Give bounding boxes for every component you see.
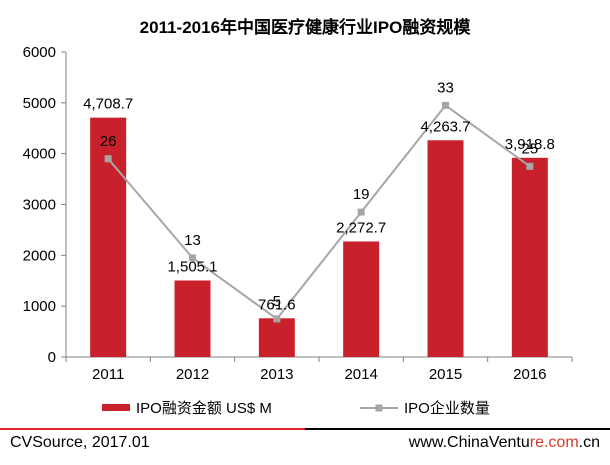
y-tick-label: 3000: [23, 197, 56, 214]
y-tick-label: 2000: [23, 247, 56, 264]
x-tick-label: 2016: [513, 366, 546, 383]
line-data-label: 33: [437, 79, 454, 96]
line-point: [526, 162, 534, 170]
y-tick-label: 6000: [23, 44, 56, 61]
line-data-label: 5: [273, 293, 281, 310]
line-point: [442, 101, 449, 109]
x-tick-label: 2012: [176, 366, 209, 383]
ipo-financing-chart: 2011-2016年中国医疗健康行业IPO融资规模 0 1000 2000 3000 4…: [23, 17, 573, 417]
bar-data-label: 3,918.8: [505, 136, 555, 153]
watermark: re.com: [529, 434, 579, 451]
y-tick-label: 5000: [23, 95, 56, 112]
x-tick-label: 2014: [344, 366, 377, 383]
legend-swatch-marker: [375, 404, 383, 412]
line-data-label: 26: [100, 133, 117, 150]
line-series: [104, 101, 534, 323]
bar: [343, 241, 380, 357]
footer-divider: [0, 428, 610, 430]
x-tick-label: 2011: [92, 366, 124, 383]
bar-data-label: 761.6: [258, 296, 296, 313]
line-point: [104, 155, 112, 163]
series-line: [107, 104, 531, 321]
line-data-label: 13: [184, 232, 201, 249]
source-note: CVSource, 2017.01: [10, 434, 150, 451]
bar: [427, 140, 464, 357]
legend: IPO融资金额 US$ M IPO企业数量: [102, 399, 490, 417]
bar-data-label: 4,263.7: [420, 118, 470, 135]
site-url-suffix: .cn: [578, 434, 600, 451]
bar-series: [90, 117, 548, 357]
legend-label-bar: IPO融资金额 US$ M: [136, 400, 272, 417]
line-data-label: 19: [353, 186, 370, 203]
line-data-label: 25: [521, 140, 538, 157]
bar: [258, 318, 295, 357]
bar: [90, 117, 127, 357]
bar: [174, 280, 211, 357]
x-tick-label: 2013: [260, 366, 293, 383]
bar: [511, 157, 548, 357]
legend-swatch-bar: [102, 404, 130, 411]
line-point: [273, 315, 281, 323]
footer-divider-red: [0, 428, 305, 430]
site-url-prefix: www.ChinaVentu: [408, 434, 530, 451]
footer-divider-black: [305, 428, 610, 430]
legend-label-line: IPO企业数量: [404, 399, 490, 417]
bar-data-label: 1,505.1: [167, 258, 217, 275]
site-url: www.ChinaVenture.com.cn: [409, 434, 600, 452]
bar-data-label: 4,708.7: [83, 96, 133, 113]
data-labels: 4,708.7 1,505.1 761.6 2,272.7 4,263.7 3,918.8…: [83, 79, 555, 313]
y-tick-label: 1000: [23, 298, 56, 315]
bar-data-label: 2,272.7: [336, 219, 386, 236]
line-point: [189, 254, 196, 262]
y-tick-label: 0: [48, 349, 56, 366]
axes: 0 1000 2000 3000 4000 5000 6000 2011 2012 2013 201…: [23, 44, 573, 383]
x-tick-label: 2015: [429, 366, 462, 383]
chart-title: 2011-2016年中国医疗健康行业IPO融资规模: [140, 17, 472, 37]
line-point: [357, 208, 365, 216]
y-tick-label: 4000: [23, 146, 56, 163]
